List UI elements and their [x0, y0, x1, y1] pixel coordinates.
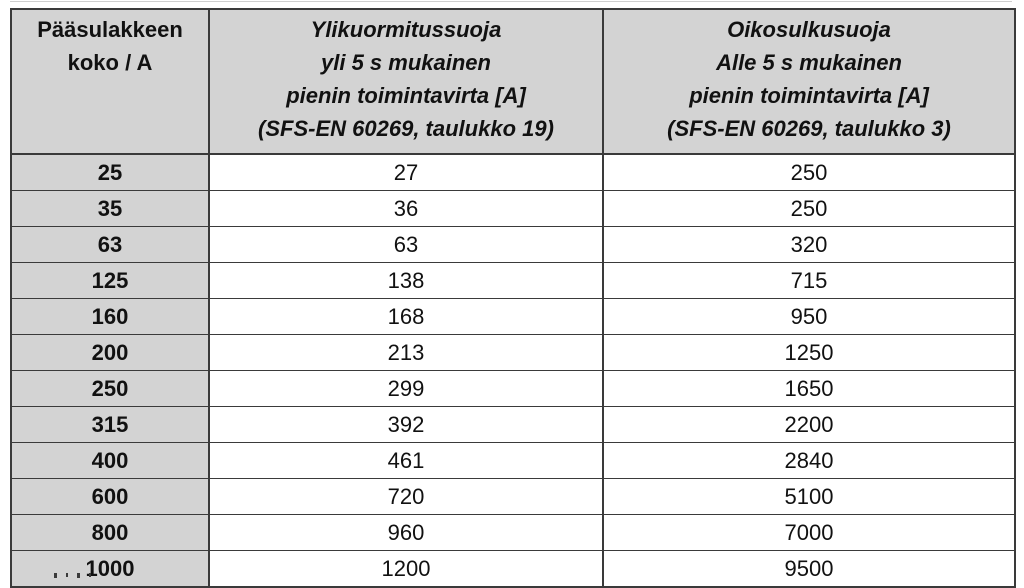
overload-current-cell: 299 — [208, 370, 604, 407]
fuse-size-cell: 1000 — [10, 550, 210, 588]
short-circuit-current-cell: 320 — [602, 226, 1016, 263]
overload-current-cell: 138 — [208, 262, 604, 299]
fuse-size-cell: 315 — [10, 406, 210, 443]
table-row: 35 36 250 — [10, 190, 1016, 227]
fuse-size-cell: 200 — [10, 334, 210, 371]
short-circuit-current-cell: 7000 — [602, 514, 1016, 551]
fuse-size-cell: 63 — [10, 226, 210, 263]
table-body: 25 27 250 35 36 250 63 63 320 125 138 71… — [10, 153, 1016, 588]
short-circuit-current-cell: 1250 — [602, 334, 1016, 371]
overload-current-cell: 392 — [208, 406, 604, 443]
table-row: 200 213 1250 — [10, 334, 1016, 371]
fuse-rating-table: Pääsulakkeen koko / A Ylikuormitussuoja … — [10, 8, 1016, 588]
header-short-circuit-protection: Oikosulkusuoja Alle 5 s mukainen pienin … — [602, 8, 1016, 155]
short-circuit-current-cell: 9500 — [602, 550, 1016, 588]
fuse-size-cell: 400 — [10, 442, 210, 479]
overload-current-cell: 213 — [208, 334, 604, 371]
short-circuit-current-cell: 2200 — [602, 406, 1016, 443]
table-row: 800 960 7000 — [10, 514, 1016, 551]
fuse-size-cell: 600 — [10, 478, 210, 515]
overload-current-cell: 720 — [208, 478, 604, 515]
overload-current-cell: 1200 — [208, 550, 604, 588]
table-row: 600 720 5100 — [10, 478, 1016, 515]
table-row: 160 168 950 — [10, 298, 1016, 335]
short-circuit-current-cell: 950 — [602, 298, 1016, 335]
fuse-size-cell: 25 — [10, 153, 210, 191]
overload-current-cell: 63 — [208, 226, 604, 263]
table-row: 63 63 320 — [10, 226, 1016, 263]
table-row: 400 461 2840 — [10, 442, 1016, 479]
table-row: 125 138 715 — [10, 262, 1016, 299]
short-circuit-current-cell: 5100 — [602, 478, 1016, 515]
table-row: 250 299 1650 — [10, 370, 1016, 407]
short-circuit-current-cell: 250 — [602, 153, 1016, 191]
fuse-size-cell: 160 — [10, 298, 210, 335]
table-row: 25 27 250 — [10, 153, 1016, 191]
fuse-size-cell: 35 — [10, 190, 210, 227]
overload-current-cell: 168 — [208, 298, 604, 335]
overload-current-cell: 461 — [208, 442, 604, 479]
overload-current-cell: 36 — [208, 190, 604, 227]
overload-current-cell: 27 — [208, 153, 604, 191]
fuse-size-cell: 800 — [10, 514, 210, 551]
fuse-size-cell: 125 — [10, 262, 210, 299]
short-circuit-current-cell: 250 — [602, 190, 1016, 227]
cropped-caption-fragment — [54, 573, 91, 578]
table-row: 315 392 2200 — [10, 406, 1016, 443]
short-circuit-current-cell: 1650 — [602, 370, 1016, 407]
short-circuit-current-cell: 2840 — [602, 442, 1016, 479]
fuse-size-cell: 250 — [10, 370, 210, 407]
cropped-top-line — [10, 1, 1012, 2]
table-header-row: Pääsulakkeen koko / A Ylikuormitussuoja … — [10, 8, 1016, 155]
short-circuit-current-cell: 715 — [602, 262, 1016, 299]
header-overload-protection: Ylikuormitussuoja yli 5 s mukainen pieni… — [208, 8, 604, 155]
table-row: 1000 1200 9500 — [10, 550, 1016, 588]
header-fuse-size: Pääsulakkeen koko / A — [10, 8, 210, 155]
overload-current-cell: 960 — [208, 514, 604, 551]
